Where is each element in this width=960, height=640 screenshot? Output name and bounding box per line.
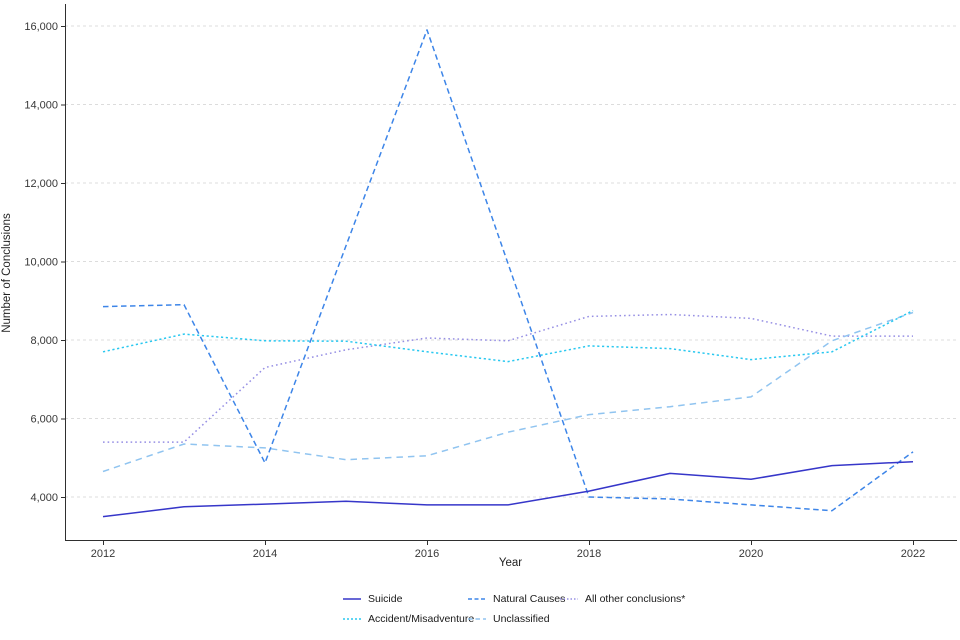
series-line-accident-misadventure bbox=[102, 309, 914, 363]
y-tick-label: 10,000 bbox=[24, 256, 58, 268]
series-line-unclassified bbox=[102, 311, 914, 473]
legend-item-suicide: Suicide bbox=[343, 592, 402, 606]
legend-item-unclassified: Unclassified bbox=[468, 612, 550, 626]
y-tick-label: 12,000 bbox=[24, 178, 58, 190]
legend-swatch-unclassified bbox=[468, 618, 486, 620]
y-tick-label: 16,000 bbox=[24, 21, 58, 33]
legend-label: Unclassified bbox=[493, 613, 550, 625]
x-tick-label: 2018 bbox=[577, 548, 601, 560]
y-axis-title: Number of Conclusions bbox=[1, 213, 13, 333]
plot-area: 4,000 6,000 8,000 10,000 12,000 14,000 16,000 2… bbox=[24, 4, 957, 560]
series-line-suicide bbox=[102, 460, 914, 518]
series-line-all-other-conclusions bbox=[103, 313, 913, 443]
x-tick-label: 2016 bbox=[415, 548, 439, 560]
x-tick-label: 2014 bbox=[253, 548, 277, 560]
x-tick-label: 2022 bbox=[901, 548, 925, 560]
y-tick-label: 6,000 bbox=[30, 413, 58, 425]
legend-label: Accident/Misadventure bbox=[368, 613, 475, 625]
line-chart: 4,000 6,000 8,000 10,000 12,000 14,000 16,000 2… bbox=[24, 4, 957, 560]
legend-label: All other conclusions* bbox=[585, 593, 686, 605]
y-tick-label: 8,000 bbox=[30, 335, 58, 347]
y-tick-label: 14,000 bbox=[24, 99, 58, 111]
legend-swatch-all-other-conclusions bbox=[560, 598, 578, 600]
legend-swatch-suicide bbox=[343, 598, 361, 600]
legend-label: Natural Causes bbox=[493, 593, 566, 605]
series-line-natural-causes bbox=[102, 29, 914, 512]
legend-item-all-other-conclusions: All other conclusions* bbox=[560, 592, 685, 606]
legend-swatch-accident-misadventure bbox=[343, 618, 361, 620]
legend-item-natural-causes: Natural Causes bbox=[468, 592, 565, 606]
legend-swatch-natural-causes bbox=[468, 598, 486, 600]
legend-item-accident-misadventure: Accident/Misadventure bbox=[343, 612, 474, 626]
y-tick-label: 4,000 bbox=[30, 492, 58, 504]
x-axis-title: Year bbox=[498, 557, 523, 569]
x-tick-label: 2020 bbox=[739, 548, 763, 560]
legend-label: Suicide bbox=[368, 593, 403, 605]
x-tick-label: 2012 bbox=[91, 548, 115, 560]
